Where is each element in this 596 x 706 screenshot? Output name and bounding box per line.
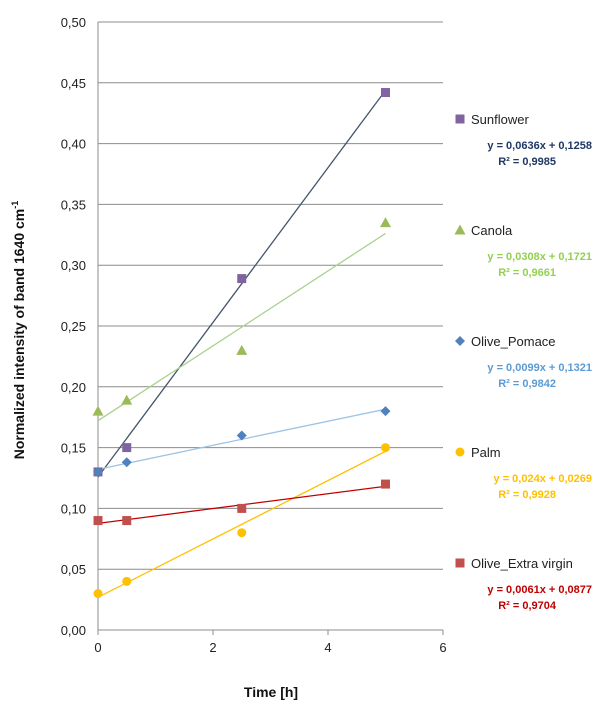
legend: Sunflower y = 0,0636x + 0,1258 R² = 0,9985… [454, 112, 592, 612]
legend-label-palm: Palm [471, 445, 501, 460]
y-tick-label: 0,20 [61, 380, 86, 395]
point-olive-extra-virgin [122, 516, 132, 526]
axes [97, 22, 444, 635]
x-tick-label: 6 [439, 640, 446, 655]
point-olive-pomace [121, 457, 132, 468]
point-sunflower [237, 274, 247, 284]
r-squared-palm: R² = 0,9928 [498, 489, 556, 501]
point-canola [380, 217, 391, 228]
y-tick-label: 0,40 [61, 137, 86, 152]
y-tick-label: 0,15 [61, 441, 86, 456]
point-palm [93, 589, 103, 599]
legend-marker-canola [454, 224, 466, 235]
point-canola [121, 394, 133, 405]
y-tick-label: 0,10 [61, 501, 86, 516]
y-tick-label: 0,45 [61, 76, 86, 91]
point-olive-pomace [93, 466, 103, 477]
y-tick-label: 0,25 [61, 319, 86, 334]
tick-labels: 0,00 0,05 0,10 0,15 0,20 0,25 0,30 0,35 0,40 0,45… [61, 15, 447, 655]
point-olive-extra-virgin [237, 503, 247, 513]
equation-canola: y = 0,0308x + 0,1721 [487, 251, 592, 263]
equation-sunflower: y = 0,0636x + 0,1258 [487, 140, 592, 152]
point-palm [381, 443, 390, 453]
legend-marker-olive-pomace [455, 336, 465, 346]
point-olive-pomace [236, 430, 247, 441]
x-tick-label: 4 [324, 640, 331, 655]
legend-marker-olive-extra-virgin [455, 558, 465, 568]
legend-label-sunflower: Sunflower [471, 112, 529, 127]
y-axis-title-superscript: -1 [10, 201, 20, 209]
trendline-palm [97, 450, 386, 598]
point-palm [237, 528, 247, 538]
x-axis-title: Time [h] [244, 684, 298, 700]
data-points [92, 88, 391, 599]
point-canola [92, 405, 104, 416]
point-olive-pomace [380, 406, 391, 417]
y-axis-title-text: Normalized intensity of band 1640 cm [11, 209, 27, 460]
point-canola [236, 344, 248, 355]
point-sunflower [122, 443, 132, 453]
y-tick-label: 0,30 [61, 258, 86, 273]
r-squared-canola: R² = 0,9661 [498, 267, 556, 279]
equation-olive-extra-virgin: y = 0,0061x + 0,0877 [487, 584, 592, 596]
r-squared-sunflower: R² = 0,9985 [498, 156, 556, 168]
point-olive-extra-virgin [381, 479, 390, 489]
legend-label-olive-extra-virgin: Olive_Extra virgin [471, 556, 573, 571]
y-tick-label: 0,35 [61, 197, 86, 212]
r-squared-olive-extra-virgin: R² = 0,9704 [498, 600, 557, 612]
legend-label-olive-pomace: Olive_Pomace [471, 334, 556, 349]
point-olive-extra-virgin [93, 516, 103, 526]
trend-lines [97, 89, 387, 598]
legend-label-canola: Canola [471, 223, 513, 238]
y-axis-title: Normalized intensity of band 1640 cm-1 [10, 201, 27, 460]
y-tick-label: 0,50 [61, 15, 86, 30]
equation-palm: y = 0,024x + 0,0269 [494, 473, 592, 485]
legend-marker-sunflower [455, 114, 465, 124]
r-squared-olive-pomace: R² = 0,9842 [498, 378, 556, 390]
grid-lines [98, 21, 443, 570]
legend-marker-palm [455, 447, 465, 457]
x-tick-label: 2 [209, 640, 216, 655]
y-tick-label: 0,00 [61, 623, 86, 638]
point-palm [122, 576, 132, 586]
trendline-sunflower [97, 89, 387, 478]
equation-olive-pomace: y = 0,0099x + 0,1321 [487, 362, 592, 374]
y-tick-label: 0,05 [61, 562, 86, 577]
point-sunflower [381, 88, 390, 98]
x-tick-label: 0 [94, 640, 101, 655]
trendline-canola [97, 232, 386, 422]
